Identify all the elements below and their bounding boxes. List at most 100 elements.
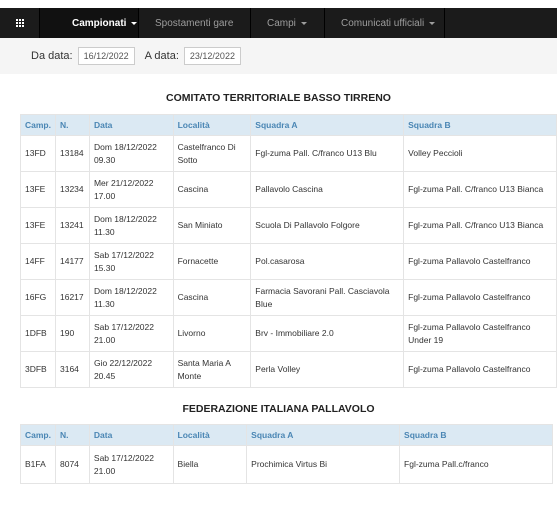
cell-n: 3164 bbox=[55, 351, 90, 388]
table-row: 16FG 16217 Dom 18/12/2022 11.30 Cascina Farma… bbox=[20, 279, 557, 316]
cell-n: 14177 bbox=[55, 243, 90, 280]
cell-loc: Santa Maria A Monte bbox=[173, 351, 252, 388]
cell-camp: 1DFB bbox=[20, 315, 56, 352]
column-header: Data bbox=[88, 114, 174, 136]
cell-a: Brv - Immobiliare 2.0 bbox=[250, 315, 405, 352]
table-header-row: Camp. N. Data Località Squadra A Squadra B bbox=[20, 424, 553, 446]
cell-datetime: Dom 18/12/2022 11.30 bbox=[89, 207, 174, 244]
cell-b: Fgl-zuma Pallavolo Castelfranco Under 19 bbox=[403, 315, 557, 352]
column-header: Data bbox=[88, 424, 174, 446]
cell-b: Fgl-zuma Pallavolo Castelfranco bbox=[403, 243, 557, 280]
cell-camp: 3DFB bbox=[20, 351, 56, 388]
chevron-down-icon bbox=[429, 21, 436, 25]
table-row: 14FF 14177 Sab 17/12/2022 15.30 Fornacette Po… bbox=[20, 243, 557, 280]
cell-b: Fgl-zuma Pallavolo Castelfranco bbox=[403, 279, 557, 316]
from-date-label: Da data: bbox=[31, 50, 73, 62]
grid-icon bbox=[15, 19, 24, 27]
cell-a: Scuola Di Pallavolo Folgore bbox=[250, 207, 405, 244]
cell-loc: Biella bbox=[173, 445, 248, 484]
chevron-down-icon bbox=[300, 21, 307, 25]
section-title: COMITATO TERRITORIALE BASSO TIRRENO bbox=[166, 92, 391, 104]
cell-time: 17.00 bbox=[93, 190, 116, 201]
cell-loc: Cascina bbox=[173, 279, 252, 316]
top-navbar: Campionati Spostamenti gare Campi Comuni… bbox=[0, 8, 557, 38]
cell-a: Prochimica Virtus Bi bbox=[246, 445, 401, 484]
table-row: B1FA 8074 Sab 17/12/2022 21.00 Biella Prochim… bbox=[20, 445, 553, 484]
cell-date: Dom 18/12/2022 bbox=[93, 213, 157, 224]
cell-camp: 16FG bbox=[20, 279, 56, 316]
cell-time: 09.30 bbox=[93, 154, 116, 165]
cell-b: Fgl-zuma Pall. C/franco U13 Bianca bbox=[403, 207, 557, 244]
cell-date: Gio 22/12/2022 bbox=[93, 357, 153, 368]
cell-n: 13184 bbox=[55, 135, 90, 172]
column-header: N. bbox=[54, 114, 90, 136]
cell-loc: Fornacette bbox=[173, 243, 252, 280]
cell-datetime: Sab 17/12/2022 15.30 bbox=[89, 243, 174, 280]
cell-n: 13241 bbox=[55, 207, 90, 244]
cell-camp: 13FE bbox=[20, 207, 56, 244]
cell-n: 8074 bbox=[55, 445, 90, 484]
cell-n: 190 bbox=[55, 315, 90, 352]
cell-n: 13234 bbox=[55, 171, 90, 208]
cell-date: Sab 17/12/2022 bbox=[93, 452, 154, 463]
cell-time: 21.00 bbox=[93, 465, 116, 476]
cell-n: 16217 bbox=[55, 279, 90, 316]
cell-time: 21.00 bbox=[93, 334, 116, 345]
table-row: 13FE 13234 Mer 21/12/2022 17.00 Cascina Palla… bbox=[20, 171, 557, 208]
cell-b: Volley Peccioli bbox=[403, 135, 557, 172]
cell-b: Fgl-zuma Pall.c/franco bbox=[399, 445, 553, 484]
matches-table: Camp. N. Data Località Squadra A Squadra B B1… bbox=[20, 424, 553, 484]
to-date-label: A data: bbox=[144, 50, 179, 62]
column-header: Squadra B bbox=[399, 424, 553, 446]
column-header: Squadra B bbox=[403, 114, 557, 136]
cell-date: Dom 18/12/2022 bbox=[93, 285, 157, 296]
nav-campi-label: Campi bbox=[267, 17, 296, 29]
nav-campionati[interactable]: Campionati bbox=[40, 8, 139, 38]
cell-a: Fgl-zuma Pall. C/franco U13 Blu bbox=[250, 135, 405, 172]
cell-datetime: Gio 22/12/2022 20.45 bbox=[89, 351, 174, 388]
nav-campi[interactable]: Campi bbox=[251, 8, 325, 38]
chevron-down-icon bbox=[131, 21, 138, 25]
cell-camp: 14FF bbox=[20, 243, 56, 280]
apps-menu-button[interactable] bbox=[0, 8, 40, 38]
nav-campionati-label: Campionati bbox=[72, 17, 127, 29]
table-header-row: Camp. N. Data Località Squadra A Squadra B bbox=[20, 114, 557, 136]
table-row: 1DFB 190 Sab 17/12/2022 21.00 Livorno Brv - I… bbox=[20, 315, 557, 352]
cell-date: Mer 21/12/2022 bbox=[93, 177, 154, 188]
cell-time: 15.30 bbox=[93, 262, 116, 273]
cell-camp: 13FE bbox=[20, 171, 56, 208]
cell-a: Farmacia Savorani Pall. Casciavola Blue bbox=[250, 279, 405, 316]
cell-datetime: Sab 17/12/2022 21.00 bbox=[89, 445, 174, 484]
nav-comunicati-ufficiali-label: Comunicati ufficiali bbox=[341, 17, 425, 29]
from-date-input[interactable]: 16/12/2022 bbox=[77, 47, 135, 65]
cell-datetime: Dom 18/12/2022 09.30 bbox=[89, 135, 174, 172]
cell-time: 11.30 bbox=[93, 298, 115, 309]
to-date-input[interactable]: 23/12/2022 bbox=[183, 47, 241, 65]
nav-spostamenti-gare[interactable]: Spostamenti gare bbox=[139, 8, 251, 38]
column-header: Squadra A bbox=[250, 114, 405, 136]
cell-loc: San Miniato bbox=[173, 207, 252, 244]
column-header: Camp. bbox=[20, 424, 56, 446]
cell-datetime: Dom 18/12/2022 11.30 bbox=[89, 279, 174, 316]
cell-time: 20.45 bbox=[93, 370, 116, 381]
cell-b: Fgl-zuma Pallavolo Castelfranco bbox=[403, 351, 557, 388]
table-row: 3DFB 3164 Gio 22/12/2022 20.45 Santa Maria A… bbox=[20, 351, 557, 388]
cell-a: Pol.casarosa bbox=[250, 243, 405, 280]
table-row: 13FD 13184 Dom 18/12/2022 09.30 Castelfranco… bbox=[20, 135, 557, 172]
cell-camp: 13FD bbox=[20, 135, 56, 172]
cell-loc: Castelfranco Di Sotto bbox=[173, 135, 252, 172]
nav-spostamenti-gare-label: Spostamenti gare bbox=[155, 17, 234, 29]
nav-comunicati-ufficiali[interactable]: Comunicati ufficiali bbox=[325, 8, 445, 38]
column-header: Camp. bbox=[20, 114, 56, 136]
cell-a: Perla Volley bbox=[250, 351, 405, 388]
cell-date: Sab 17/12/2022 bbox=[93, 249, 154, 260]
cell-date: Dom 18/12/2022 bbox=[93, 141, 157, 152]
section-title: FEDERAZIONE ITALIANA PALLAVOLO bbox=[182, 403, 375, 415]
cell-loc: Cascina bbox=[173, 171, 252, 208]
table-row: 13FE 13241 Dom 18/12/2022 11.30 San Miniato S… bbox=[20, 207, 557, 244]
date-filter-bar: Da data: 16/12/2022 A data: 23/12/2022 bbox=[0, 38, 557, 74]
cell-datetime: Sab 17/12/2022 21.00 bbox=[89, 315, 174, 352]
cell-b: Fgl-zuma Pall. C/franco U13 Bianca bbox=[403, 171, 557, 208]
cell-time: 11.30 bbox=[93, 226, 115, 237]
cell-camp: B1FA bbox=[20, 445, 56, 484]
